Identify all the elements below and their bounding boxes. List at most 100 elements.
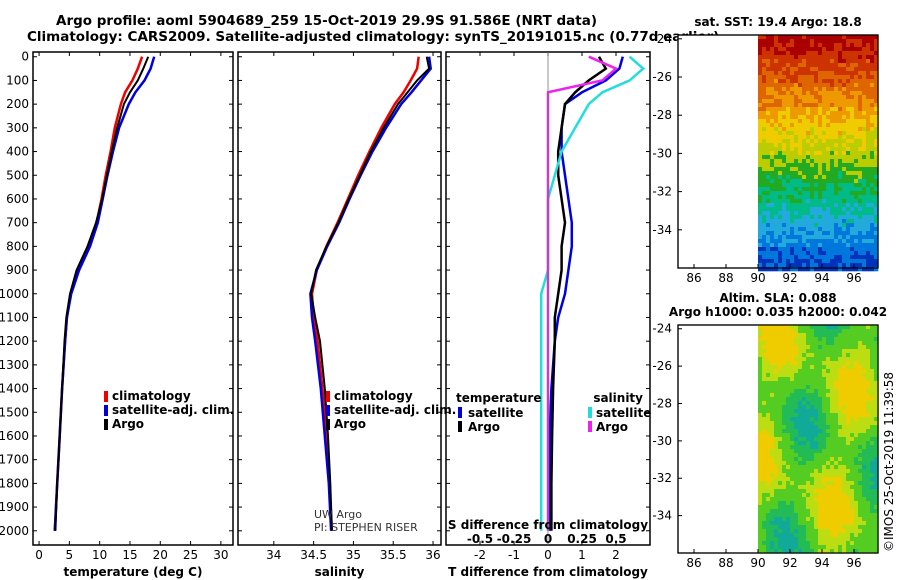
map-cell [810, 329, 815, 334]
map-cell [834, 147, 839, 152]
map-cell [866, 243, 871, 248]
map-cell [826, 389, 831, 394]
map-cell [770, 337, 775, 342]
map-cell [774, 473, 779, 478]
map-cell [790, 155, 795, 160]
map-cell [814, 227, 819, 232]
map-cell [842, 381, 847, 386]
map-cell [854, 135, 859, 140]
map-cell [838, 353, 843, 358]
map-cell [798, 457, 803, 462]
map-cell [798, 389, 803, 394]
map-cell [790, 231, 795, 236]
map-cell [826, 357, 831, 362]
map-cell [870, 175, 875, 180]
map-cell [790, 525, 795, 530]
map-cell [822, 545, 827, 550]
map-cell [766, 541, 771, 546]
map-cell [810, 493, 815, 498]
map-cell [862, 481, 867, 486]
map-cell [834, 127, 839, 132]
map-cell [790, 481, 795, 486]
map-cell [830, 255, 835, 260]
map-cell [806, 425, 811, 430]
map-cell [826, 409, 831, 414]
map-cell [766, 425, 771, 430]
map-cell [830, 541, 835, 546]
map-cell [798, 119, 803, 124]
map-cell [846, 227, 851, 232]
map-cell [762, 207, 767, 212]
map-cell [806, 231, 811, 236]
map-cell [810, 445, 815, 450]
map-cell [766, 445, 771, 450]
map-cell [858, 47, 863, 52]
map-cell [842, 79, 847, 84]
map-cell [762, 71, 767, 76]
map-cell [758, 251, 763, 256]
map-cell [806, 219, 811, 224]
map-cell [814, 35, 819, 40]
map-cell [874, 369, 879, 374]
map-cell [854, 541, 859, 546]
map-cell [862, 71, 867, 76]
map-cell [866, 39, 871, 44]
map-cell [778, 47, 783, 52]
map-cell [842, 421, 847, 426]
map-cell [850, 381, 855, 386]
map-cell [870, 413, 875, 418]
map-cell [790, 123, 795, 128]
map-cell [766, 469, 771, 474]
map-cell [786, 369, 791, 374]
map-cell [790, 171, 795, 176]
map-cell [850, 207, 855, 212]
map-cell [774, 175, 779, 180]
map-cell [810, 263, 815, 268]
map-cell [758, 63, 763, 68]
map-cell [838, 517, 843, 522]
legend-swatch [104, 391, 108, 402]
map-cell [846, 223, 851, 228]
map-cell [830, 337, 835, 342]
map-cell [818, 171, 823, 176]
map-cell [802, 417, 807, 422]
map-cell [830, 123, 835, 128]
map-cell [814, 231, 819, 236]
map-cell [846, 469, 851, 474]
map-cell [758, 267, 763, 272]
map-cell [830, 251, 835, 256]
map-cell [806, 349, 811, 354]
map-cell [766, 63, 771, 68]
map-cell [758, 103, 763, 108]
map-cell [758, 139, 763, 144]
map-cell [814, 163, 819, 168]
map-cell [782, 353, 787, 358]
map-cell [770, 373, 775, 378]
map-cell [798, 179, 803, 184]
map-cell [798, 385, 803, 390]
map-cell [790, 389, 795, 394]
map-cell [794, 191, 799, 196]
map-cell [834, 549, 839, 554]
sst-map-ytick-label: -34 [652, 223, 672, 237]
sla-map-field [758, 325, 879, 554]
map-cell [874, 409, 879, 414]
map-cell [850, 501, 855, 506]
map-cell [850, 333, 855, 338]
map-cell [794, 485, 799, 490]
map-cell [818, 143, 823, 148]
map-cell [826, 369, 831, 374]
map-cell [762, 525, 767, 530]
map-cell [830, 115, 835, 120]
map-cell [830, 83, 835, 88]
map-cell [810, 457, 815, 462]
map-cell [766, 357, 771, 362]
map-cell [838, 397, 843, 402]
map-cell [858, 345, 863, 350]
map-cell [862, 231, 867, 236]
map-cell [778, 485, 783, 490]
map-cell [854, 147, 859, 152]
map-cell [822, 401, 827, 406]
map-cell [838, 457, 843, 462]
map-cell [838, 333, 843, 338]
